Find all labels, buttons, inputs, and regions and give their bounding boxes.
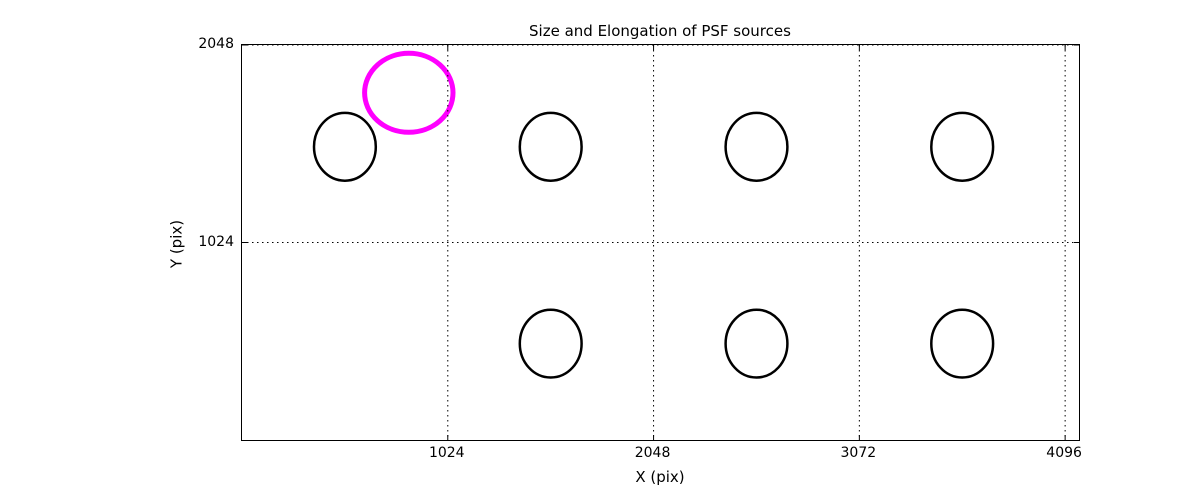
x-tick-label-1024: 1024	[428, 445, 465, 461]
highlighted-source-ellipse	[362, 50, 456, 135]
x-tick-label-4096: 4096	[1046, 445, 1082, 461]
psf-sources-ellipse	[930, 308, 995, 379]
psf-sources-ellipse	[518, 111, 583, 182]
psf-sources-ellipse	[724, 308, 789, 379]
chart-title: Size and Elongation of PSF sources	[529, 22, 791, 40]
psf-sources-ellipse	[312, 111, 378, 182]
x-axis-label: X (pix)	[635, 468, 685, 486]
y-tick-label-2048: 2048	[198, 36, 234, 52]
plot-area	[241, 44, 1080, 441]
psf-sources-ellipse	[724, 111, 789, 182]
psf-sources-ellipse	[518, 308, 583, 379]
y-tick-label-1024: 1024	[198, 233, 234, 250]
x-tick-label-3072: 3072	[840, 445, 877, 461]
psf-sources-ellipse	[930, 111, 995, 182]
x-tick-label-2048: 2048	[634, 445, 671, 461]
plot-canvas	[242, 45, 1079, 440]
